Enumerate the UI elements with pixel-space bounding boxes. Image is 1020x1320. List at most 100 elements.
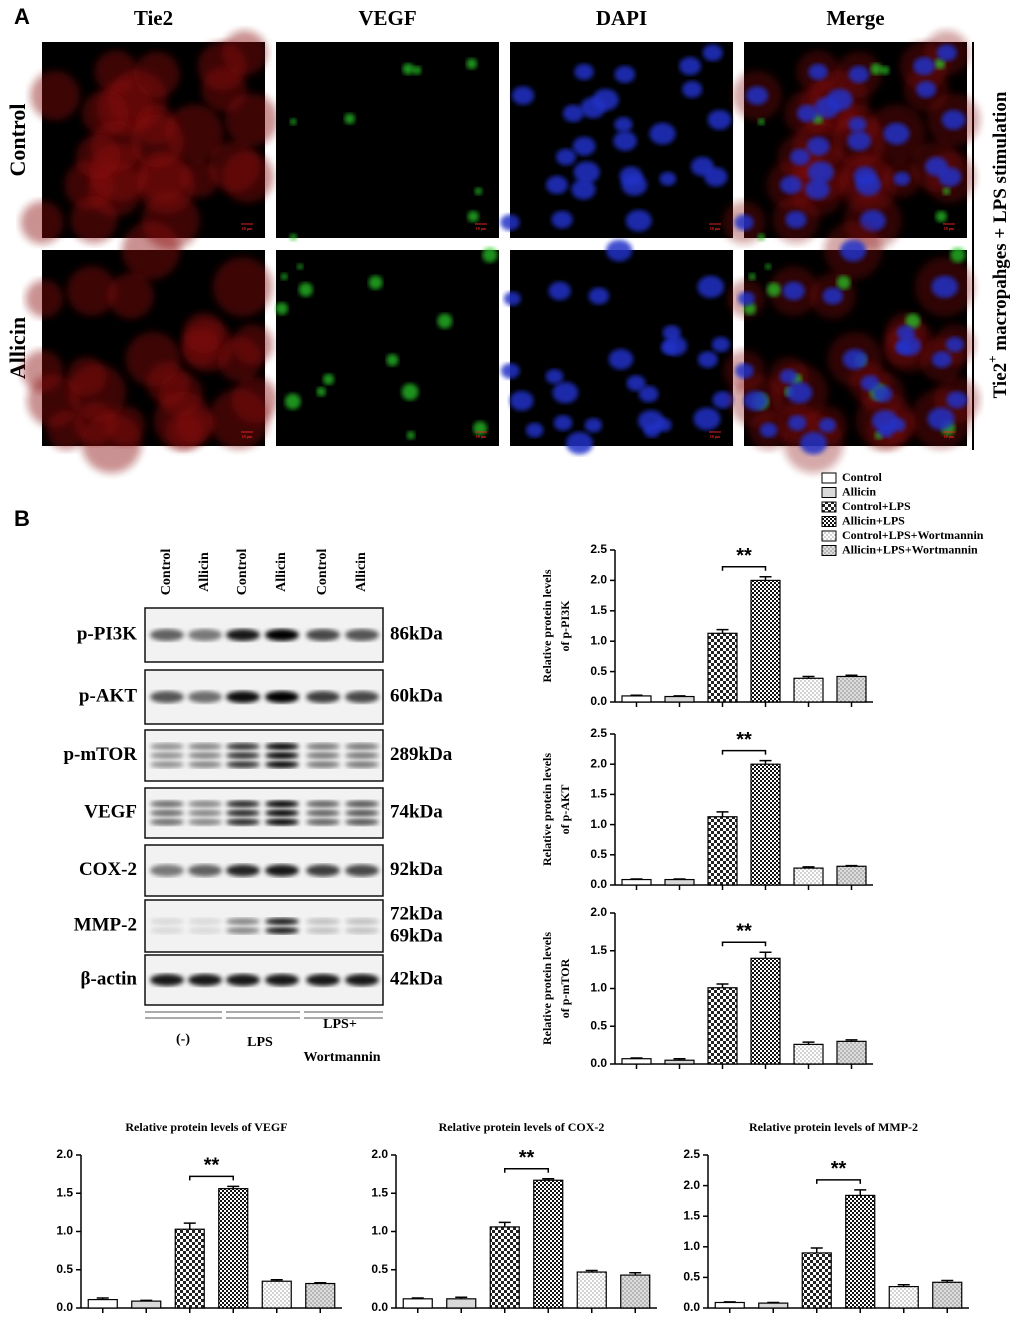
- blot-band: [150, 818, 184, 826]
- micrograph: 10 μm: [275, 247, 499, 446]
- blot-band: [188, 752, 222, 759]
- protein-size: 289kDa: [390, 744, 453, 765]
- y-tick-label: 0.0: [683, 1300, 700, 1314]
- bar: [707, 632, 738, 703]
- cell: [208, 140, 261, 193]
- significance-label: **: [736, 545, 752, 567]
- bar: [131, 1300, 162, 1309]
- nucleus: [913, 57, 935, 76]
- blot-band: [345, 927, 379, 934]
- blot-band: [265, 691, 299, 703]
- nucleus: [790, 148, 810, 166]
- nucleus: [840, 239, 867, 262]
- y-tick-label: 0.5: [590, 847, 607, 861]
- y-tick-label: 0.0: [56, 1300, 73, 1314]
- vegf-spot: [401, 383, 419, 401]
- cell: [133, 51, 180, 98]
- blot-band: [150, 809, 184, 817]
- bar: [664, 878, 695, 886]
- significance-bracket: [721, 941, 767, 947]
- error-bar: [810, 1247, 823, 1253]
- vegf-spot: [942, 187, 951, 196]
- nucleus: [779, 369, 798, 384]
- blot-band: [226, 691, 260, 703]
- micrograph-content: [21, 221, 278, 474]
- cell: [70, 196, 118, 244]
- cell: [231, 376, 278, 423]
- bar: [707, 987, 738, 1065]
- nucleus: [588, 287, 610, 305]
- blot-band: [150, 864, 184, 877]
- nucleus: [682, 80, 703, 98]
- micrograph: 10 μm: [501, 239, 734, 455]
- bar: [664, 1059, 695, 1065]
- nucleus: [500, 214, 520, 231]
- legend-swatch: [821, 530, 837, 542]
- blot-band: [306, 918, 340, 925]
- blot-band: [345, 629, 379, 641]
- y-tick-label: 0.5: [56, 1262, 73, 1276]
- nucleus: [916, 80, 937, 98]
- vegf-spot: [474, 187, 483, 196]
- nucleus: [660, 340, 678, 355]
- bar: [793, 677, 824, 703]
- scale-bar-label: 10 μm: [710, 434, 721, 439]
- nucleus: [573, 161, 600, 184]
- error-bar: [673, 1057, 686, 1061]
- cell: [125, 331, 181, 387]
- error-bar: [767, 1301, 780, 1304]
- legend-swatch: [821, 516, 837, 527]
- micrograph: 10 μm: [722, 30, 981, 250]
- bar: [707, 816, 738, 886]
- nucleus: [737, 291, 755, 306]
- cell: [81, 413, 142, 474]
- blot-band: [306, 691, 340, 703]
- nucleus: [883, 122, 910, 145]
- y-tick-label: 1.0: [590, 981, 607, 995]
- blot-band: [345, 761, 379, 768]
- nucleus: [779, 175, 802, 195]
- row-label: Control: [5, 104, 30, 177]
- vegf-spot: [466, 58, 478, 70]
- scale-bar-label: 10 μm: [242, 226, 253, 231]
- error-bar: [270, 1278, 283, 1282]
- micrograph-content: [722, 30, 981, 250]
- micrograph: 10 μm: [21, 221, 278, 474]
- y-tick-label: 0.0: [590, 694, 607, 708]
- bar: [836, 675, 867, 703]
- bar: [750, 763, 781, 886]
- scale-bar-label: 10 μm: [476, 434, 487, 439]
- error-bar: [845, 1039, 858, 1042]
- cell: [47, 410, 87, 450]
- nucleus: [638, 385, 659, 403]
- cell: [122, 221, 181, 280]
- y-tick-label: 1.0: [683, 1239, 700, 1253]
- micrograph-content: [289, 58, 483, 241]
- blot-band: [150, 927, 184, 934]
- nucleus: [702, 44, 723, 62]
- cell: [222, 30, 268, 76]
- scale-bar-label: 10 μm: [710, 226, 721, 231]
- nucleus: [551, 210, 573, 229]
- nucleus: [614, 65, 636, 84]
- vegf-spot: [766, 282, 781, 297]
- scale-bar-label: 10 μm: [242, 434, 253, 439]
- vegf-spot: [368, 275, 383, 290]
- chart-title: Relative protein levels of MMP-2: [749, 1120, 918, 1134]
- protein-name: MMP-2: [74, 914, 137, 935]
- nucleus: [693, 407, 721, 431]
- blot-band: [150, 918, 184, 925]
- nucleus: [592, 88, 619, 111]
- bar: [714, 1301, 745, 1309]
- vegf-spot: [344, 113, 356, 125]
- group-label: LPS: [247, 1035, 273, 1050]
- nucleus: [735, 363, 754, 379]
- nucleus: [848, 65, 870, 84]
- blot-band: [345, 918, 379, 925]
- blot-band: [226, 800, 260, 808]
- protein-size: 72kDa: [390, 903, 443, 924]
- legend-label: Allicin: [842, 484, 876, 498]
- vegf-spot: [412, 65, 422, 75]
- blot-band: [345, 752, 379, 759]
- protein-size: 69kDa: [390, 925, 443, 946]
